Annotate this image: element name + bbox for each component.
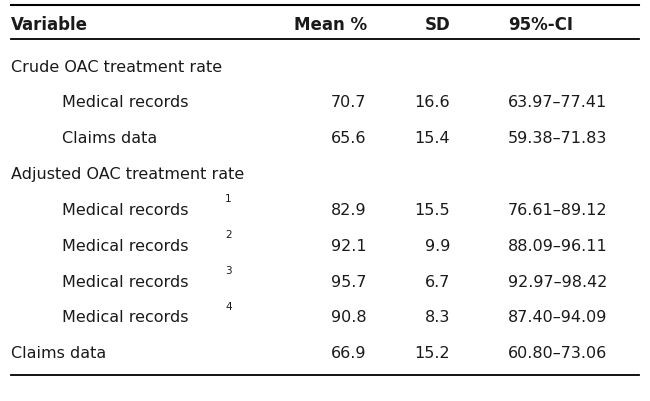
Text: Claims data: Claims data <box>10 345 106 360</box>
Text: Medical records: Medical records <box>62 310 188 324</box>
Text: 9.9: 9.9 <box>424 238 450 253</box>
Text: 95%-CI: 95%-CI <box>508 16 573 34</box>
Text: 82.9: 82.9 <box>331 203 367 217</box>
Text: 15.2: 15.2 <box>415 345 450 360</box>
Text: 88.09–96.11: 88.09–96.11 <box>508 238 608 253</box>
Text: Medical records: Medical records <box>62 238 188 253</box>
Text: 65.6: 65.6 <box>332 131 367 146</box>
Text: 87.40–94.09: 87.40–94.09 <box>508 310 607 324</box>
Text: 90.8: 90.8 <box>331 310 367 324</box>
Text: 95.7: 95.7 <box>332 274 367 289</box>
Text: Medical records: Medical records <box>62 203 188 217</box>
Text: Medical records: Medical records <box>62 95 188 110</box>
Text: 92.97–98.42: 92.97–98.42 <box>508 274 607 289</box>
Text: 6.7: 6.7 <box>424 274 450 289</box>
Text: 66.9: 66.9 <box>332 345 367 360</box>
Text: Adjusted OAC treatment rate: Adjusted OAC treatment rate <box>10 167 244 182</box>
Text: 76.61–89.12: 76.61–89.12 <box>508 203 608 217</box>
Text: 1: 1 <box>225 194 231 204</box>
Text: Variable: Variable <box>10 16 88 34</box>
Text: 2: 2 <box>225 230 231 240</box>
Text: Crude OAC treatment rate: Crude OAC treatment rate <box>10 59 222 75</box>
Text: 3: 3 <box>225 265 231 275</box>
Text: 4: 4 <box>225 301 231 311</box>
Text: Claims data: Claims data <box>62 131 157 146</box>
Text: 16.6: 16.6 <box>415 95 450 110</box>
Text: 70.7: 70.7 <box>332 95 367 110</box>
Text: 8.3: 8.3 <box>424 310 450 324</box>
Text: SD: SD <box>424 16 450 34</box>
Text: 59.38–71.83: 59.38–71.83 <box>508 131 607 146</box>
Text: 92.1: 92.1 <box>331 238 367 253</box>
Text: 15.4: 15.4 <box>415 131 450 146</box>
Text: 60.80–73.06: 60.80–73.06 <box>508 345 607 360</box>
Text: Mean %: Mean % <box>294 16 367 34</box>
Text: 15.5: 15.5 <box>415 203 450 217</box>
Text: Medical records: Medical records <box>62 274 188 289</box>
Text: 63.97–77.41: 63.97–77.41 <box>508 95 607 110</box>
